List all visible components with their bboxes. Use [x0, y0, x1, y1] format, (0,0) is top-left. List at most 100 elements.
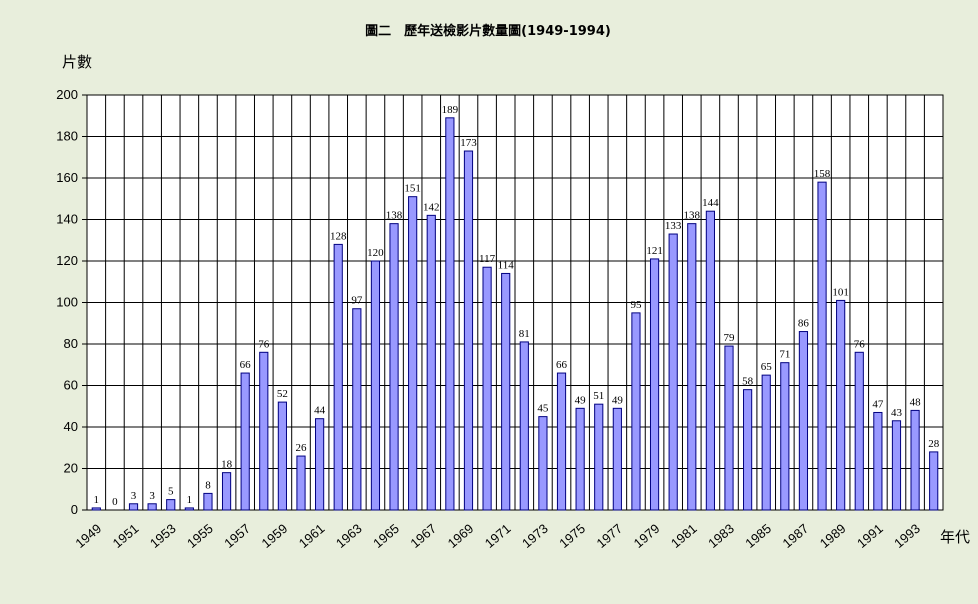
x-tick-label: 1969: [445, 521, 477, 551]
x-tick-label: 1985: [742, 521, 774, 551]
bar: [612, 407, 622, 511]
bar: [296, 455, 306, 511]
x-tick-label: 1979: [631, 521, 663, 551]
data-label: 128: [330, 230, 347, 242]
y-tick-label: 60: [64, 378, 78, 393]
data-label: 95: [630, 299, 642, 311]
x-tick-label: 1957: [221, 521, 253, 551]
bar: [445, 117, 455, 511]
y-tick-label: 80: [64, 336, 78, 351]
bar: [221, 472, 232, 511]
bar: [147, 503, 157, 511]
data-label: 8: [205, 479, 211, 491]
x-tick-label: 1983: [705, 521, 737, 551]
data-label: 79: [724, 332, 736, 344]
data-label: 173: [460, 137, 477, 149]
data-label: 58: [742, 376, 754, 388]
data-label: 97: [351, 295, 363, 307]
y-tick-label: 100: [56, 295, 78, 310]
x-tick-label: 1993: [891, 521, 923, 551]
data-label: 86: [798, 318, 810, 330]
x-tick-label: 1949: [72, 521, 104, 551]
data-label: 49: [612, 394, 624, 406]
bar: [370, 260, 381, 511]
x-tick-label: 1989: [817, 521, 849, 551]
bar: [408, 196, 418, 511]
data-label: 47: [872, 398, 884, 410]
y-axis-label: 片數: [62, 53, 92, 71]
y-tick-label: 40: [64, 419, 78, 434]
bar: [594, 403, 604, 511]
bar: [315, 418, 325, 511]
x-tick-label: 1963: [333, 521, 365, 551]
bar: [333, 243, 343, 511]
y-tick-label: 180: [56, 129, 78, 144]
x-tick-label: 1965: [370, 521, 402, 551]
data-label: 66: [556, 359, 568, 371]
bar: [649, 258, 660, 511]
y-tick-label: 120: [56, 253, 78, 268]
data-label: 43: [891, 407, 903, 419]
bar: [91, 507, 101, 511]
x-axis-label: 年代: [940, 528, 970, 546]
data-label: 66: [240, 359, 252, 371]
bar: [277, 401, 287, 511]
y-tick-label: 0: [71, 502, 78, 517]
data-label: 71: [779, 349, 790, 361]
x-tick-label: 1981: [668, 521, 700, 551]
x-tick-label: 1953: [147, 521, 179, 551]
x-tick-label: 1975: [556, 521, 588, 551]
bar: [910, 409, 920, 511]
data-label: 1: [187, 494, 193, 506]
data-label: 121: [646, 245, 663, 257]
x-tick-label: 1977: [593, 521, 625, 551]
data-label: 101: [832, 286, 849, 298]
data-label: 133: [665, 220, 682, 232]
bar: [556, 372, 567, 511]
data-label: 44: [314, 405, 326, 417]
data-label: 51: [593, 390, 604, 402]
bar: [724, 345, 734, 511]
bar: [891, 420, 902, 511]
bar: [463, 150, 474, 511]
bar: [687, 223, 697, 511]
data-label: 81: [519, 328, 530, 340]
y-tick-label: 160: [56, 170, 78, 185]
data-label: 52: [277, 388, 288, 400]
x-tick-label: 1961: [296, 521, 328, 551]
bar: [128, 503, 139, 511]
bar: [929, 451, 939, 511]
bar: [836, 299, 846, 511]
data-label: 120: [367, 247, 384, 259]
bar: [482, 266, 492, 511]
x-tick-label: 1987: [780, 521, 812, 551]
data-label: 49: [575, 394, 587, 406]
data-label: 189: [442, 104, 459, 116]
bar: [389, 223, 399, 511]
data-label: 18: [221, 459, 233, 471]
data-label: 76: [854, 338, 866, 350]
bar: [259, 351, 269, 511]
data-label: 142: [423, 201, 440, 213]
bar: [780, 362, 790, 511]
bar: [743, 389, 753, 511]
x-tick-label: 1955: [184, 521, 216, 551]
y-tick-label: 200: [56, 87, 78, 102]
data-label: 5: [168, 486, 174, 498]
bar: [352, 308, 362, 511]
data-label: 117: [479, 253, 496, 265]
data-label: 144: [702, 197, 719, 209]
data-label: 138: [386, 210, 403, 222]
y-tick-label: 20: [64, 461, 78, 476]
bar: [426, 214, 436, 511]
bar: [873, 411, 883, 511]
bar: [817, 181, 827, 511]
bar: [631, 312, 641, 511]
data-label: 45: [537, 403, 549, 415]
data-label: 151: [404, 183, 421, 195]
data-label: 158: [814, 168, 831, 180]
data-label: 0: [112, 496, 118, 508]
bar: [575, 407, 585, 511]
